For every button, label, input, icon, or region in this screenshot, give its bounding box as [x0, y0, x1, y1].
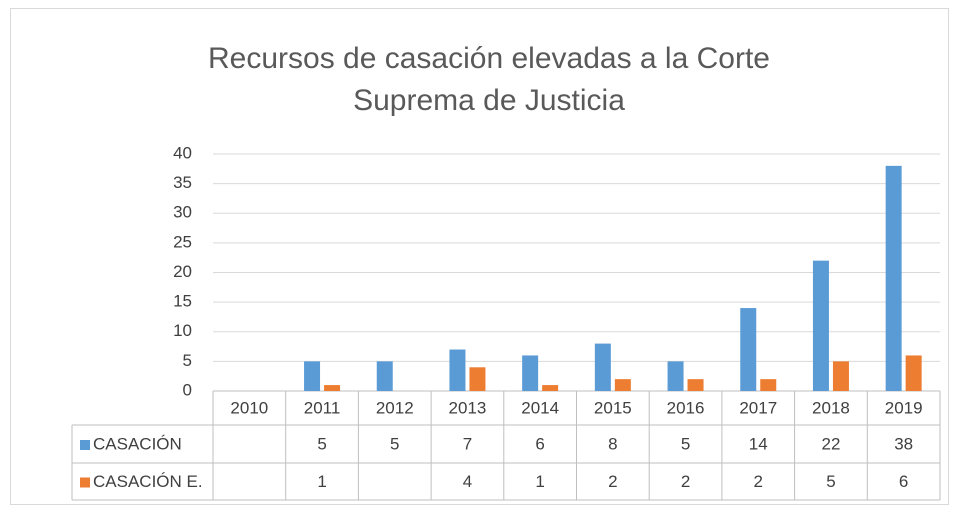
y-tick-label: 30 [173, 203, 192, 222]
y-tick-label: 15 [173, 292, 192, 311]
x-tick-label: 2018 [812, 398, 850, 417]
x-tick-label: 2013 [449, 398, 487, 417]
table-value: 5 [681, 434, 690, 453]
table-value: 2 [608, 472, 617, 491]
table-value: 5 [826, 472, 835, 491]
table-value: 6 [535, 434, 544, 453]
bar [542, 385, 559, 391]
table-value: 14 [749, 434, 768, 453]
table-value: 6 [899, 472, 908, 491]
bar [324, 385, 341, 391]
x-tick-label: 2016 [667, 398, 705, 417]
bar [885, 165, 902, 391]
x-tick-label: 2010 [230, 398, 268, 417]
table-value: 8 [608, 434, 617, 453]
bar [449, 349, 466, 391]
table-value: 5 [317, 434, 326, 453]
bar [594, 343, 611, 391]
chart-title: Suprema de Justicia [353, 84, 625, 117]
chart-frame [10, 8, 949, 505]
legend-label: CASACIÓN E. [93, 472, 203, 491]
legend-swatch [80, 477, 90, 488]
y-tick-label: 40 [173, 143, 192, 162]
bar [687, 379, 704, 391]
chart-title: Recursos de casación elevadas a la Corte [208, 42, 770, 75]
bar [832, 361, 849, 391]
bar [740, 308, 757, 391]
legend-swatch [80, 440, 90, 450]
y-tick-label: 25 [173, 232, 192, 251]
bar [522, 355, 539, 391]
y-tick-label: 10 [173, 321, 192, 340]
bar [469, 367, 486, 391]
x-tick-label: 2014 [521, 398, 559, 417]
bar [667, 361, 684, 391]
bar [905, 355, 922, 391]
table-value: 22 [821, 434, 840, 453]
table-value: 38 [894, 434, 913, 453]
y-tick-label: 35 [173, 173, 192, 192]
table-value: 7 [463, 434, 472, 453]
table-value: 5 [390, 434, 399, 453]
x-tick-label: 2015 [594, 398, 632, 417]
bar [760, 379, 777, 391]
bar [304, 361, 321, 391]
bar [812, 260, 829, 391]
x-tick-label: 2019 [885, 398, 923, 417]
table-value: 1 [535, 472, 544, 491]
legend-label: CASACIÓN [93, 434, 182, 453]
table-value: 4 [463, 472, 472, 491]
y-tick-label: 20 [173, 262, 192, 281]
y-tick-label: 0 [183, 380, 192, 399]
table-value: 2 [754, 472, 763, 491]
x-tick-label: 2012 [376, 398, 414, 417]
table-value: 2 [681, 472, 690, 491]
table-value: 1 [317, 472, 326, 491]
bar [614, 379, 631, 391]
x-tick-label: 2011 [304, 398, 341, 417]
y-tick-label: 5 [183, 351, 192, 370]
bar [376, 361, 393, 391]
x-tick-label: 2017 [739, 398, 777, 417]
